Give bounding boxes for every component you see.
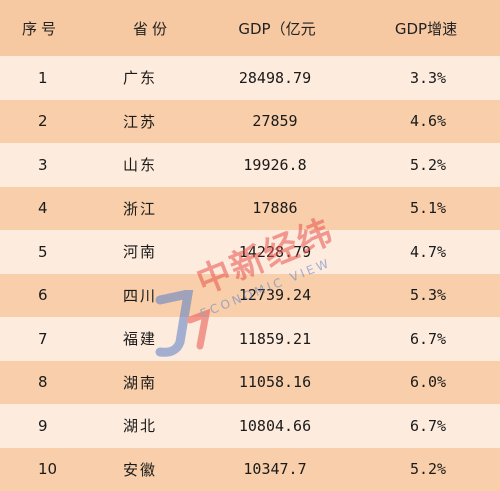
cell-gdp: 14228.79 [238, 242, 312, 261]
cell-gdp: 28498.79 [238, 68, 312, 87]
cell-province: 山东 [123, 156, 158, 175]
cell-province: 湖南 [123, 373, 158, 392]
cell-gdp: 17886 [252, 199, 298, 218]
cell-growth: 5.2% [409, 460, 447, 479]
cell-gdp: 10347.7 [243, 460, 307, 479]
cell-province: 安徽 [123, 460, 158, 479]
cell-growth: 5.2% [409, 155, 447, 174]
cell-gdp: 12739.24 [238, 286, 312, 305]
table-row: 6 四川 12739.24 5.3% [0, 273, 500, 317]
cell-rank: 8 [38, 373, 48, 392]
cell-rank: 7 [38, 329, 48, 348]
cell-rank: 3 [38, 155, 48, 174]
cell-province: 河南 [123, 243, 158, 262]
cell-province: 湖北 [123, 417, 158, 436]
cell-rank: 5 [38, 242, 48, 261]
table-row: 3 山东 19926.8 5.2% [0, 143, 500, 187]
cell-rank: 10 [38, 460, 58, 479]
table-row: 10 安徽 10347.7 5.2% [0, 447, 500, 491]
header-rank: 序号 [22, 19, 61, 38]
cell-province: 江苏 [123, 112, 158, 131]
cell-rank: 9 [38, 416, 48, 435]
cell-rank: 4 [38, 199, 48, 218]
cell-growth: 3.3% [409, 68, 447, 87]
table-row: 5 河南 14228.79 4.7% [0, 230, 500, 274]
cell-rank: 1 [38, 68, 48, 87]
cell-gdp: 27859 [252, 112, 298, 131]
cell-growth: 5.1% [409, 199, 447, 218]
cell-province: 浙江 [123, 199, 158, 218]
cell-growth: 4.6% [409, 112, 447, 131]
cell-growth: 4.7% [409, 242, 447, 261]
table-row: 1 广东 28498.79 3.3% [0, 56, 500, 100]
cell-gdp: 11859.21 [238, 329, 312, 348]
header-growth: GDP增速 [394, 19, 458, 38]
cell-gdp: 19926.8 [243, 155, 307, 174]
cell-growth: 5.3% [409, 286, 447, 305]
table-row: 2 江苏 27859 4.6% [0, 99, 500, 143]
table-row: 8 湖南 11058.16 6.0% [0, 360, 500, 404]
cell-gdp: 10804.66 [238, 416, 312, 435]
cell-province: 福建 [123, 330, 158, 349]
table-header-row: 序号 省份 GDP（亿元 GDP增速 [0, 0, 500, 56]
table-row: 7 福建 11859.21 6.7% [0, 317, 500, 361]
table-row: 9 湖北 10804.66 6.7% [0, 404, 500, 448]
cell-growth: 6.0% [409, 373, 447, 392]
cell-province: 四川 [123, 286, 158, 305]
cell-growth: 6.7% [409, 329, 447, 348]
table-row: 4 浙江 17886 5.1% [0, 186, 500, 230]
cell-rank: 2 [38, 112, 48, 131]
header-gdp: GDP（亿元 [238, 19, 316, 38]
cell-province: 广东 [123, 69, 158, 88]
cell-growth: 6.7% [409, 416, 447, 435]
cell-rank: 6 [38, 286, 48, 305]
header-province: 省份 [133, 19, 172, 38]
cell-gdp: 11058.16 [238, 373, 312, 392]
